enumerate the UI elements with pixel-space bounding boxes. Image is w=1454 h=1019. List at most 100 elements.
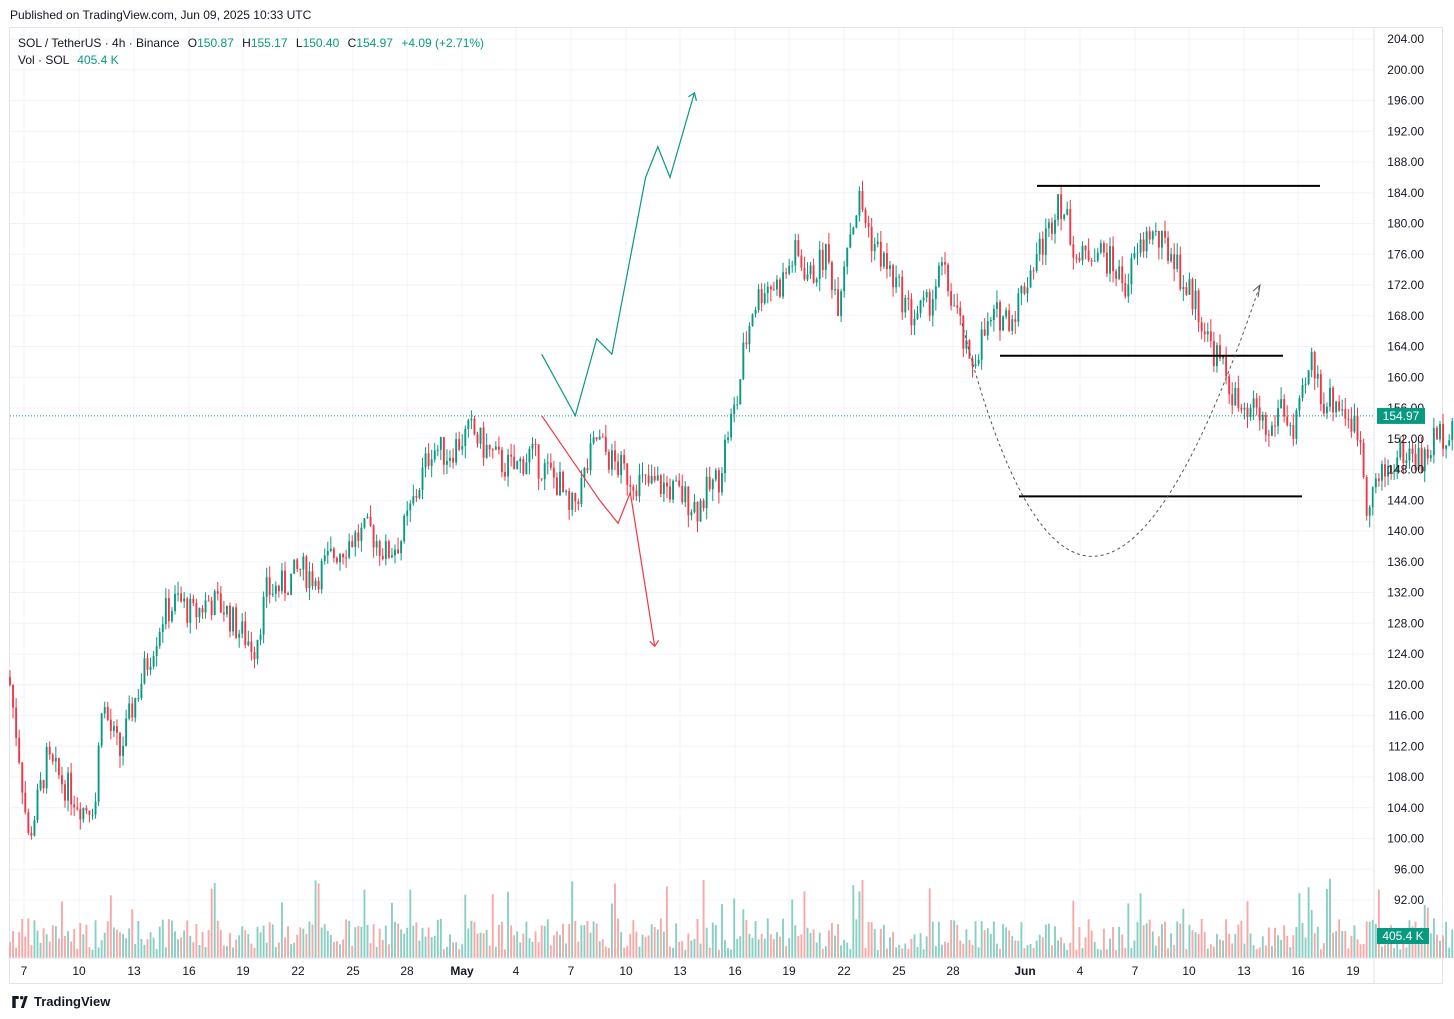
volume-bar — [64, 935, 66, 958]
candle-body — [397, 549, 400, 554]
candle-body — [730, 413, 733, 438]
candle-body — [143, 658, 146, 684]
volume-bar — [510, 925, 513, 958]
volume-bar — [1060, 937, 1063, 958]
volume-bar — [1206, 948, 1209, 958]
legend-volume-row: Vol · SOL 405.4 K — [18, 52, 484, 69]
candle-body — [1222, 356, 1225, 359]
volume-bar — [1139, 893, 1142, 958]
candle-body — [247, 641, 250, 646]
candle-body — [1399, 442, 1402, 458]
candle-body — [146, 658, 149, 670]
volume-bar — [1050, 945, 1053, 958]
bearish-projection — [541, 415, 656, 647]
volume-bar — [461, 944, 464, 958]
volume-bar — [739, 936, 742, 958]
volume-bar — [879, 928, 882, 958]
volume-bar — [763, 938, 766, 958]
candle-body — [244, 621, 247, 646]
candle-body — [675, 480, 678, 482]
volume-bar — [577, 941, 580, 958]
candle-body — [1267, 434, 1270, 436]
y-tick-label: 152.00 — [1387, 432, 1424, 446]
volume-bar — [898, 944, 901, 958]
volume-bar — [134, 944, 137, 958]
candle-body — [1231, 394, 1234, 406]
candle-body — [128, 703, 131, 719]
candle-body — [491, 449, 494, 451]
y-tick-label: 180.00 — [1387, 217, 1424, 231]
footer-brand[interactable]: TradingView — [10, 994, 110, 1009]
volume-bar — [1338, 919, 1341, 958]
candle-body — [775, 279, 778, 290]
volume-bar — [1148, 919, 1151, 958]
volume-bar — [675, 923, 678, 958]
candle-body — [119, 732, 121, 756]
axes: 204.00 200.00 196.00 192.00 188.00 184.00 180.… — [10, 28, 1443, 984]
candle-body — [363, 518, 366, 528]
volume-bar — [345, 919, 348, 958]
candle-body — [717, 470, 720, 493]
candle-body — [1081, 245, 1084, 261]
volume-bar — [565, 943, 568, 958]
volume-bar — [155, 949, 158, 958]
candle-body — [30, 832, 33, 836]
candle-body — [302, 556, 305, 570]
volume-bar — [782, 918, 785, 958]
volume-bar — [962, 943, 965, 958]
volume-bar — [528, 938, 531, 958]
candle-body — [1063, 214, 1066, 219]
candle-body — [937, 265, 940, 287]
candle-body — [1264, 414, 1267, 435]
volume-bar — [1442, 935, 1445, 958]
candle-body — [531, 444, 534, 449]
volume-bar — [873, 929, 876, 958]
candle-body — [1041, 238, 1044, 255]
volume-bar — [724, 940, 726, 958]
candle-body — [1432, 427, 1435, 456]
candle-body — [164, 598, 167, 625]
volume-bar — [754, 920, 757, 958]
volume-bar — [467, 928, 470, 958]
candle-body — [418, 490, 421, 498]
x-tick-label: 22 — [837, 964, 851, 978]
y-tick-label: 108.00 — [1387, 770, 1424, 784]
candle-body — [207, 600, 210, 602]
candle-body — [235, 607, 238, 638]
volume-bar — [1258, 947, 1261, 958]
volume-bar — [934, 946, 937, 958]
legend-low: 150.40 — [302, 36, 340, 50]
volume-bar — [1402, 932, 1405, 958]
volume-bar — [601, 939, 604, 958]
candle-body — [332, 548, 335, 558]
candle-body — [1066, 209, 1069, 215]
candle-body — [39, 780, 42, 790]
candle-body — [467, 420, 470, 429]
candle-body — [183, 598, 186, 602]
candle-body — [1322, 404, 1325, 414]
volume-bar — [409, 889, 412, 958]
candle-body — [42, 780, 45, 789]
candle-body — [546, 462, 549, 464]
candle-body — [390, 555, 393, 558]
volume-bar — [1093, 941, 1096, 958]
candle-body — [204, 600, 207, 613]
volume-bar — [1029, 943, 1032, 958]
volume-bar — [861, 880, 864, 958]
candle-body — [406, 510, 409, 516]
candle-body — [1182, 287, 1185, 290]
candle-body — [861, 190, 864, 210]
candle-body — [1121, 266, 1124, 284]
volume-bar — [60, 901, 63, 958]
candle-body — [238, 633, 241, 638]
candle-body — [225, 605, 228, 615]
volume-bar — [1234, 934, 1237, 958]
candle-body — [1325, 406, 1328, 414]
volume-bar — [513, 935, 516, 958]
x-tick-label: 19 — [782, 964, 796, 978]
candle-body — [115, 726, 118, 733]
x-tick-label: 7 — [1132, 964, 1139, 978]
volume-bar — [91, 949, 94, 958]
volume-bar — [27, 918, 30, 958]
